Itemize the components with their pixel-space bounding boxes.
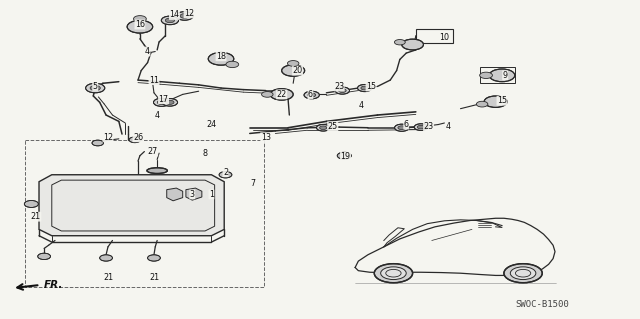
Circle shape <box>484 96 507 108</box>
Circle shape <box>398 126 406 130</box>
Circle shape <box>304 91 319 99</box>
Circle shape <box>176 12 193 20</box>
Bar <box>479 67 515 83</box>
Circle shape <box>479 72 492 78</box>
Circle shape <box>92 140 104 146</box>
Text: 27: 27 <box>148 147 158 156</box>
Circle shape <box>100 255 113 261</box>
Text: 23: 23 <box>424 122 434 131</box>
Text: 21: 21 <box>31 212 41 221</box>
Circle shape <box>165 18 175 23</box>
Text: 25: 25 <box>328 122 338 131</box>
Text: 15: 15 <box>497 96 507 105</box>
Circle shape <box>86 83 105 93</box>
Ellipse shape <box>147 168 168 174</box>
Text: 21: 21 <box>103 272 113 281</box>
Circle shape <box>270 89 293 100</box>
Bar <box>25 140 264 286</box>
Circle shape <box>262 92 273 97</box>
Circle shape <box>282 65 305 76</box>
Circle shape <box>180 14 189 18</box>
Text: 1: 1 <box>209 190 214 199</box>
Circle shape <box>476 101 488 107</box>
Text: 23: 23 <box>334 82 344 91</box>
Text: 4: 4 <box>445 122 450 131</box>
Circle shape <box>319 126 327 130</box>
Text: 21: 21 <box>149 272 159 281</box>
Polygon shape <box>39 175 224 236</box>
Text: 17: 17 <box>159 95 168 104</box>
Circle shape <box>374 264 413 283</box>
Text: 18: 18 <box>216 52 226 61</box>
Circle shape <box>335 87 349 94</box>
Circle shape <box>38 253 51 260</box>
Circle shape <box>358 85 372 92</box>
Circle shape <box>154 98 170 106</box>
Circle shape <box>414 124 428 130</box>
Circle shape <box>90 85 100 91</box>
Circle shape <box>361 86 369 90</box>
Text: 5: 5 <box>93 82 98 91</box>
Circle shape <box>489 69 515 82</box>
Circle shape <box>417 125 424 129</box>
Text: 11: 11 <box>149 76 159 85</box>
Circle shape <box>129 137 141 143</box>
Text: 6: 6 <box>308 90 313 99</box>
Text: 20: 20 <box>292 66 303 75</box>
Circle shape <box>339 89 346 93</box>
Text: 12: 12 <box>103 133 113 142</box>
Text: 7: 7 <box>250 179 255 188</box>
Text: 3: 3 <box>190 190 195 199</box>
Text: 4: 4 <box>155 111 159 120</box>
Circle shape <box>287 61 299 66</box>
Text: 24: 24 <box>206 120 216 129</box>
Text: 4: 4 <box>359 101 364 110</box>
Circle shape <box>161 16 179 25</box>
Circle shape <box>148 255 161 261</box>
Circle shape <box>134 16 147 22</box>
Text: SWOC-B1500: SWOC-B1500 <box>515 300 569 308</box>
Circle shape <box>317 124 330 131</box>
Text: 10: 10 <box>440 33 449 42</box>
Text: 9: 9 <box>502 71 508 80</box>
Text: 16: 16 <box>135 20 145 29</box>
Circle shape <box>219 172 232 178</box>
Circle shape <box>163 99 177 106</box>
Text: 22: 22 <box>276 90 287 99</box>
Circle shape <box>308 93 316 97</box>
Text: 4: 4 <box>145 47 150 56</box>
Text: 15: 15 <box>366 82 376 91</box>
Text: 8: 8 <box>202 149 207 158</box>
Circle shape <box>157 100 166 105</box>
Circle shape <box>510 267 536 279</box>
Text: FR.: FR. <box>44 280 63 290</box>
Text: 19: 19 <box>340 152 351 161</box>
Circle shape <box>24 200 38 207</box>
Bar <box>416 29 453 43</box>
Circle shape <box>208 52 234 65</box>
Polygon shape <box>167 188 182 201</box>
Circle shape <box>394 40 405 45</box>
Circle shape <box>394 124 409 131</box>
Circle shape <box>381 267 406 279</box>
Text: 14: 14 <box>170 11 179 19</box>
Circle shape <box>402 39 424 50</box>
Text: 12: 12 <box>184 9 194 18</box>
Circle shape <box>226 61 239 68</box>
Text: 26: 26 <box>133 133 143 142</box>
Text: 13: 13 <box>260 133 271 142</box>
Circle shape <box>127 20 153 33</box>
Circle shape <box>337 152 351 159</box>
Text: 6: 6 <box>404 120 409 129</box>
Polygon shape <box>186 188 202 200</box>
Text: 2: 2 <box>223 168 228 177</box>
Circle shape <box>166 100 174 104</box>
Circle shape <box>504 264 542 283</box>
